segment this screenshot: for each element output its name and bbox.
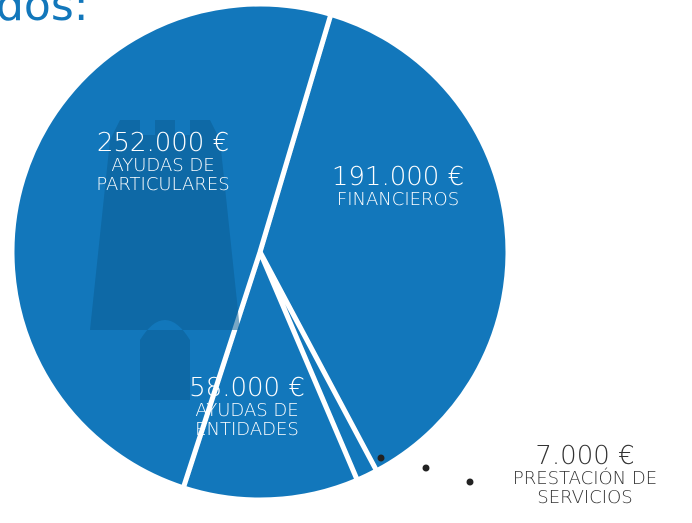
- slice-label: 191.000 € FINANCIEROS: [303, 162, 493, 211]
- value-label: 252.000 €: [96, 128, 230, 158]
- category-label: PRESTACIÓN DE SERVICIOS: [512, 468, 658, 509]
- value-label: 191.000 €: [331, 162, 465, 192]
- category-label: AYUDAS DE ENTIDADES: [195, 400, 299, 441]
- chart-title: dos:: [0, 0, 89, 31]
- slice-label: 58.000 € AYUDAS DE ENTIDADES: [172, 373, 322, 441]
- pie-slice: [257, 11, 511, 475]
- value-label: 58.000 €: [189, 373, 305, 403]
- tower-silhouette: [90, 120, 240, 400]
- category-label: FINANCIEROS: [336, 189, 460, 211]
- value-label: 7.000 €: [535, 441, 635, 471]
- pie-slice: [180, 244, 361, 503]
- callout-dot: [422, 464, 430, 472]
- slice-label: 7.000 € PRESTACIÓN DE SERVICIOS: [480, 441, 690, 509]
- category-label: AYUDAS DE PARTICULARES: [96, 155, 230, 196]
- callout-dot: [377, 454, 385, 462]
- slice-label: 252.000 € AYUDAS DE PARTICULARES: [73, 128, 253, 196]
- callout-dot: [466, 478, 474, 486]
